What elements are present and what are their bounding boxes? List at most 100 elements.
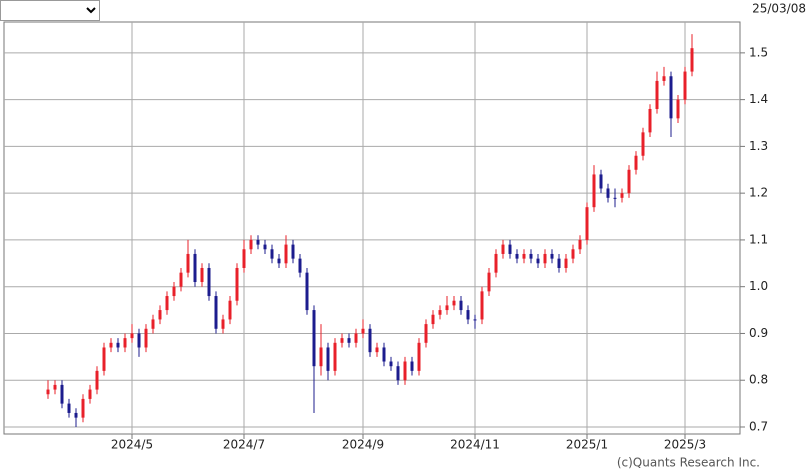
candle-body (669, 76, 673, 119)
candle-body (536, 258, 540, 264)
candle-body (67, 403, 71, 413)
candle-body (291, 244, 295, 259)
x-tick-label: 2024/9 (342, 438, 384, 452)
candle-body (326, 347, 330, 371)
y-tick-label: 0.7 (749, 419, 768, 433)
dropdown[interactable] (0, 0, 100, 21)
candle-body (529, 253, 533, 259)
candle-body (361, 328, 365, 334)
candle-body (46, 389, 50, 395)
candle-body (585, 207, 589, 240)
candle-body (431, 314, 435, 325)
candle-body (438, 310, 442, 315)
y-tick-label: 1.4 (749, 92, 768, 106)
candle-body (417, 342, 421, 371)
candle-body (599, 174, 603, 189)
candle-body (620, 193, 624, 198)
candle-body (249, 239, 253, 250)
candle-body (578, 239, 582, 250)
candle-body (179, 272, 183, 287)
candle-body (396, 366, 400, 381)
candle-body (235, 267, 239, 301)
candle-body (389, 361, 393, 367)
candle-body (256, 239, 260, 245)
candle-body (655, 80, 659, 109)
x-tick-label: 2024/11 (450, 438, 500, 452)
candle-body (312, 310, 316, 367)
candle-body (634, 155, 638, 170)
x-tick-label: 2025/1 (566, 438, 608, 452)
candle-body (88, 389, 92, 399)
x-tick-label: 2024/5 (111, 438, 153, 452)
candle-body (340, 338, 344, 343)
candle-body (333, 342, 337, 371)
candle-body (445, 305, 449, 311)
candle-body (207, 267, 211, 297)
candle-body (81, 398, 85, 418)
candle-body (263, 244, 267, 250)
candle-body (270, 249, 274, 259)
candle-body (452, 300, 456, 306)
candle-body (347, 338, 351, 343)
candle-body (74, 412, 78, 418)
candle-body (543, 253, 547, 264)
candle-body (424, 324, 428, 343)
x-tick-label: 2024/7 (223, 438, 265, 452)
candle-body (116, 342, 120, 348)
candle-body (522, 253, 526, 259)
candle-body (592, 174, 596, 208)
candle-body (158, 310, 162, 320)
y-tick-label: 0.9 (749, 326, 768, 340)
y-tick-label: 1.2 (749, 186, 768, 200)
candle-body (382, 347, 386, 362)
candle-body (214, 296, 218, 329)
candle-body (508, 244, 512, 254)
candle-body (53, 384, 57, 390)
candle-body (354, 333, 358, 343)
candle-body (200, 267, 204, 283)
candle-body (627, 169, 631, 194)
candle-body (221, 319, 225, 329)
candle-body (473, 319, 477, 321)
candle-body (662, 76, 666, 81)
candle-body (368, 328, 372, 353)
candle-body (648, 108, 652, 133)
candle-body (403, 361, 407, 381)
candle-body (298, 258, 302, 273)
copyright: (c)Quants Research Inc. (617, 456, 760, 470)
y-tick-label: 1.3 (749, 139, 768, 153)
candle-body (123, 338, 127, 348)
candle-body (571, 249, 575, 259)
candle-body (410, 361, 414, 371)
candle-body (95, 370, 99, 390)
candle-body (137, 333, 141, 348)
candle-body (690, 48, 694, 72)
candle-body (284, 244, 288, 264)
candle-body (606, 188, 610, 198)
candle-body (459, 300, 463, 311)
candle-body (480, 291, 484, 320)
candle-body (228, 300, 232, 320)
candle-body (466, 310, 470, 320)
date: 25/03/08 (752, 2, 806, 16)
candle-body (305, 272, 309, 311)
candle-body (494, 253, 498, 273)
y-tick-label: 1.5 (749, 45, 768, 59)
candle-body (109, 342, 113, 348)
candle-body (172, 286, 176, 297)
candle-body (641, 132, 645, 156)
plot-frame (3, 21, 741, 435)
candle-body (550, 253, 554, 259)
candle-body (683, 71, 687, 100)
candle-body (186, 253, 190, 273)
candle-body (501, 244, 505, 254)
candle-body (515, 253, 519, 259)
candle-body (277, 258, 281, 264)
candle-body (557, 258, 561, 268)
candle-body (564, 258, 568, 268)
candle-body (487, 272, 491, 292)
candle-body (613, 197, 617, 199)
candle-body (102, 347, 106, 371)
